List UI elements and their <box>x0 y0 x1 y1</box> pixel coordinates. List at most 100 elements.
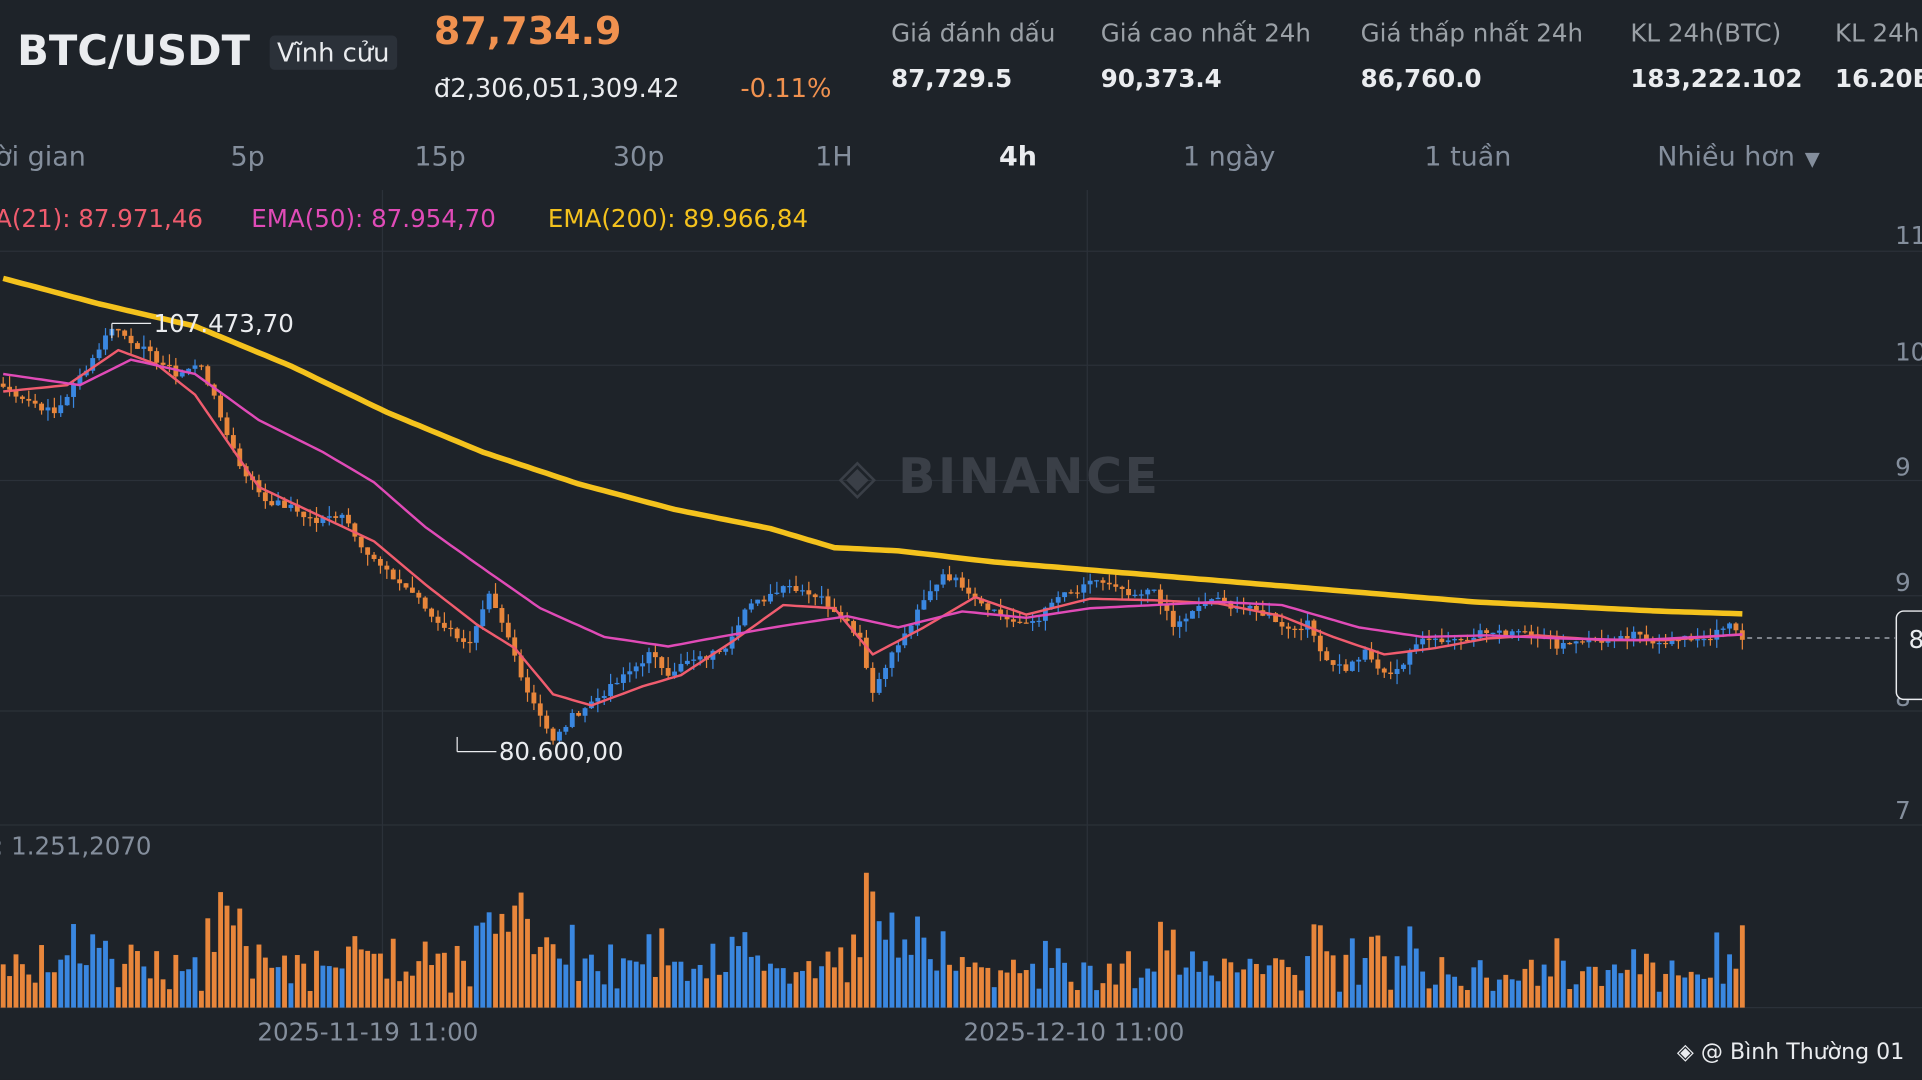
volume-bar <box>1394 956 1400 1008</box>
candle-body <box>416 592 422 598</box>
timeframe-1h[interactable]: 1H <box>815 142 853 173</box>
volume-bar <box>1228 962 1234 1008</box>
volume-bar <box>1190 951 1195 1008</box>
candle-body <box>1458 638 1464 641</box>
timeframe-more-button[interactable]: Nhiều hơn ▼ <box>1657 142 1820 173</box>
candle-body <box>921 600 927 610</box>
candle-body <box>90 358 96 371</box>
volume-bar <box>473 925 479 1008</box>
candle-body <box>1503 630 1509 636</box>
candle-body <box>1094 580 1099 582</box>
candle-body <box>1126 589 1131 596</box>
candle-body <box>128 335 134 344</box>
candle-body <box>953 577 959 581</box>
candle-body <box>1253 605 1259 611</box>
volume-bar <box>1433 984 1438 1008</box>
timeframe-15m[interactable]: 15p <box>414 142 466 173</box>
high-24h-value: 90,373.4 <box>1100 63 1222 94</box>
volume-bar <box>1081 962 1087 1008</box>
volume-bar <box>1458 985 1464 1008</box>
timeframe-5m[interactable]: 5p <box>230 142 265 173</box>
volume-bar <box>51 972 57 1008</box>
candle-body <box>96 349 102 359</box>
candle-body <box>51 407 57 414</box>
volume-bar <box>812 978 818 1008</box>
volume-bar <box>1087 965 1093 1008</box>
volume-bar <box>346 946 351 1008</box>
current-price-box <box>1895 610 1922 701</box>
volume-bar <box>569 924 575 1008</box>
volume-bar <box>1714 932 1720 1008</box>
volume-bar <box>582 958 588 1008</box>
volume-bar <box>1151 971 1157 1008</box>
volume-bar <box>819 966 825 1008</box>
volume-bar <box>441 952 447 1008</box>
timeframe-1d[interactable]: 1 ngày <box>1182 142 1276 173</box>
candle-body <box>1049 602 1055 608</box>
price-axis: 111099878 <box>1747 221 1922 825</box>
candle-body <box>1644 634 1649 640</box>
candle-body <box>499 608 505 623</box>
volume-bar <box>1720 983 1726 1008</box>
volume-bar <box>1126 951 1131 1008</box>
volume-bar <box>141 966 147 1008</box>
volume-bar <box>915 916 920 1008</box>
candle-body <box>518 655 524 678</box>
candle-body <box>448 627 454 630</box>
candle-body <box>39 403 44 411</box>
volume-bar <box>947 964 952 1008</box>
candle-body <box>1420 638 1426 645</box>
volume-bar <box>45 972 51 1008</box>
volume-bar <box>774 968 780 1008</box>
candle-body <box>58 405 64 414</box>
volume-bar <box>301 963 307 1008</box>
volume-bar <box>1260 974 1266 1008</box>
volume-bar <box>378 953 383 1008</box>
candle-body <box>486 593 492 610</box>
candle-body <box>1477 630 1483 638</box>
timeframe-4h[interactable]: 4h <box>999 142 1038 173</box>
candle-body <box>1298 628 1304 631</box>
candle-body <box>1055 597 1061 603</box>
volume-bar <box>1413 948 1419 1008</box>
volume-bar <box>7 976 13 1008</box>
volume-bar <box>537 946 543 1008</box>
timeframe-30m[interactable]: 30p <box>612 142 665 173</box>
candle-body <box>1004 615 1010 620</box>
volume-bar <box>1055 948 1061 1008</box>
volume-bar <box>307 990 313 1008</box>
volume-bar <box>633 961 639 1008</box>
mark-price-label: Giá đánh dấu <box>891 18 1056 48</box>
volume-bar <box>1548 976 1553 1008</box>
volume-bar <box>979 967 984 1008</box>
volume-bar <box>365 950 371 1008</box>
volume-bar <box>1644 953 1649 1008</box>
candle-body <box>1439 638 1445 643</box>
candle-body <box>1170 610 1176 627</box>
trading-pair-title[interactable]: BTC/USDT <box>17 26 251 76</box>
timeframe-label: ời gian <box>0 142 86 173</box>
volume-bar <box>518 892 524 1008</box>
volume-bar <box>160 979 166 1008</box>
candle-body <box>1727 623 1732 629</box>
volume-bar <box>454 945 460 1008</box>
candle-body <box>346 514 351 524</box>
volume-bar <box>243 946 249 1008</box>
volume-bar <box>1560 960 1566 1008</box>
candle-body <box>64 396 70 406</box>
candle-body <box>1464 639 1470 642</box>
candle-body <box>186 368 192 373</box>
candle-body <box>45 407 51 411</box>
candle-body <box>1433 638 1438 640</box>
candle-body <box>1011 619 1016 622</box>
candle-body <box>0 383 6 387</box>
timeframe-1w[interactable]: 1 tuần <box>1424 142 1512 173</box>
candle-body <box>1087 580 1093 585</box>
volume-bar <box>1605 970 1611 1008</box>
volume-bar <box>103 940 108 1008</box>
candle-body <box>991 609 997 611</box>
volume-bar <box>294 955 300 1008</box>
candle-body <box>115 328 121 331</box>
